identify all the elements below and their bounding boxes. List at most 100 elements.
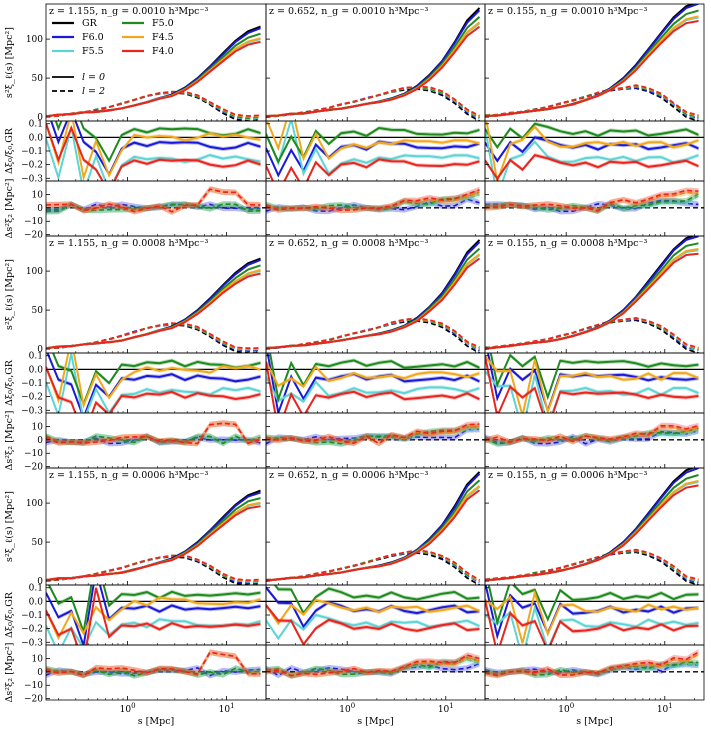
series-F5.5-quad-diff-band xyxy=(485,193,699,215)
plot-area xyxy=(266,239,481,353)
panel-title: z = 0.155, n_g = 0.0010 h³Mpc⁻³ xyxy=(488,6,648,17)
y-axis-label: s²ξ_ℓ(s) [Mpc²] xyxy=(4,27,15,98)
series-F4.0-quad-diff-band xyxy=(485,187,699,214)
panel-r0-ratio-c0: −0.3 −0.2 −0.1 0.0 0.1 xyxy=(21,120,267,184)
series-F4.5-ratio xyxy=(266,361,480,388)
series-F4.5-quad-diff-band xyxy=(266,654,480,679)
panel-r0-dq-c2 xyxy=(484,180,705,237)
series-F6.0-ratio xyxy=(50,121,261,177)
series-F5.0-quad-diff-band xyxy=(46,201,261,215)
series-F4.5-ratio xyxy=(46,121,261,181)
series-F5.0-ratio-band xyxy=(55,121,261,163)
plot-area xyxy=(485,121,704,181)
series-F4.0-ratio xyxy=(485,599,699,645)
panel-title: z = 0.155, n_g = 0.0008 h³Mpc⁻³ xyxy=(488,238,648,249)
series-F6.0-quad-diff xyxy=(485,429,699,445)
series-F4.0-quad-diff-band xyxy=(266,652,480,679)
y-tick-label: 10 xyxy=(32,190,44,200)
series-F5.0-ratio-band xyxy=(47,585,261,634)
series-GR-quadrupole xyxy=(485,551,699,585)
series-F5.0-quad-diff-band xyxy=(266,654,480,679)
y-tick-label: 0 xyxy=(37,577,43,587)
plot-area xyxy=(266,652,485,679)
y-tick-label: −0.3 xyxy=(21,406,43,416)
plot-area xyxy=(46,489,261,585)
series-F5.0-ratio xyxy=(54,121,261,163)
x-axis-label: s [Mpc] xyxy=(138,716,174,727)
series-F4.0-ratio xyxy=(266,158,480,181)
y-tick-label: 50 xyxy=(32,306,44,316)
series-F4.5-ratio xyxy=(266,121,480,162)
series-GR-quadrupole xyxy=(46,91,261,121)
series-GR-quadrupole xyxy=(485,87,699,121)
plot-area xyxy=(485,468,699,585)
y-tick-label: 10 xyxy=(32,422,44,432)
series-F5.0-quad-diff xyxy=(266,656,480,677)
plot-area xyxy=(46,25,261,121)
plot-area xyxy=(485,422,704,447)
series-F4.0-monopole xyxy=(266,257,481,349)
y-tick-label: −0.1 xyxy=(21,147,43,157)
plot-area xyxy=(46,257,261,353)
series-F6.0-monopole xyxy=(266,9,481,118)
x-tick-label: 100 xyxy=(558,702,574,715)
series-F4.0-monopole xyxy=(485,20,699,117)
panel-r0-xi-c2: z = 0.155, n_g = 0.0010 h³Mpc⁻³ xyxy=(484,3,705,122)
plot-area xyxy=(46,649,266,679)
series-F5.5-monopole xyxy=(46,269,261,350)
plot-area xyxy=(46,186,266,215)
plot-area xyxy=(485,585,704,645)
panel-r1-dq-c2 xyxy=(484,412,705,469)
y-tick-label: 50 xyxy=(32,74,44,84)
y-axis-label: Δs²ξ₂ [Mpc²] xyxy=(4,643,15,703)
series-F4.5-quad-diff xyxy=(485,426,699,443)
series-F4.5-quad-diff-band xyxy=(485,651,699,679)
y-tick-label: −0.1 xyxy=(21,379,43,389)
panel-r1-xi-c2: z = 0.155, n_g = 0.0008 h³Mpc⁻³ xyxy=(484,235,705,354)
y-tick-label: −20 xyxy=(24,463,43,473)
x-tick-label: 100 xyxy=(120,702,136,715)
series-F5.0-quad-diff-band xyxy=(485,190,699,215)
x-tick-label: 101 xyxy=(219,702,235,715)
y-tick-label: 0 xyxy=(37,436,43,446)
series-F4.0-monopole xyxy=(485,252,699,350)
series-F4.0-quad-diff-band xyxy=(485,422,699,446)
series-F4.5-ratio xyxy=(266,598,480,626)
panel-frame xyxy=(45,235,267,354)
series-F4.5-ratio xyxy=(485,589,699,644)
series-F5.5-ratio-band xyxy=(485,125,699,181)
series-GR-quadrupole xyxy=(46,323,261,353)
plot-area xyxy=(46,353,266,413)
series-F4.0-quad-diff xyxy=(266,423,480,445)
series-F4.0-quad-diff xyxy=(485,424,699,443)
series-F4.0-quad-diff xyxy=(46,651,261,677)
series-F6.0-monopole xyxy=(266,473,481,582)
y-axis-label: Δξ₀/ξ₀,GR xyxy=(4,127,15,174)
series-F4.5-ratio xyxy=(485,121,699,181)
series-F4.0-ratio xyxy=(266,604,480,645)
y-tick-label: 10 xyxy=(32,654,44,664)
series-F4.5-ratio xyxy=(46,596,261,641)
y-tick-label: −10 xyxy=(24,217,43,227)
y-tick-label: 0.0 xyxy=(29,597,44,607)
y-tick-label: 0 xyxy=(37,345,43,355)
panel-r2-dq-c0: −20 −10 0 10 100 101 s [Mpc] xyxy=(24,644,267,727)
series-F6.0-quadrupole xyxy=(46,555,261,585)
series-F4.5-ratio xyxy=(485,355,699,413)
series-F5.0-quad-diff-band xyxy=(485,658,699,678)
plot-area xyxy=(266,421,485,447)
y-tick-label: −0.1 xyxy=(21,611,43,621)
series-GR-quadrupole xyxy=(46,555,261,585)
series-F4.5-quad-diff-band xyxy=(46,186,261,215)
plot-area xyxy=(266,7,481,121)
series-F6.0-quad-diff-band xyxy=(485,661,699,678)
y-tick-label: −20 xyxy=(24,231,43,241)
y-axis-label: s²ξ_ℓ(s) [Mpc²] xyxy=(4,259,15,330)
x-tick-label: 101 xyxy=(657,702,673,715)
y-tick-label: 0.1 xyxy=(29,120,43,130)
panel-r2-ratio-c1 xyxy=(265,584,486,646)
panel-r2-xi-c1: z = 0.652, n_g = 0.0006 h³Mpc⁻³ xyxy=(265,467,486,586)
series-F4.0-ratio-band xyxy=(485,153,699,181)
x-tick-label: 100 xyxy=(339,702,355,715)
series-F4.0-monopole xyxy=(46,272,261,350)
